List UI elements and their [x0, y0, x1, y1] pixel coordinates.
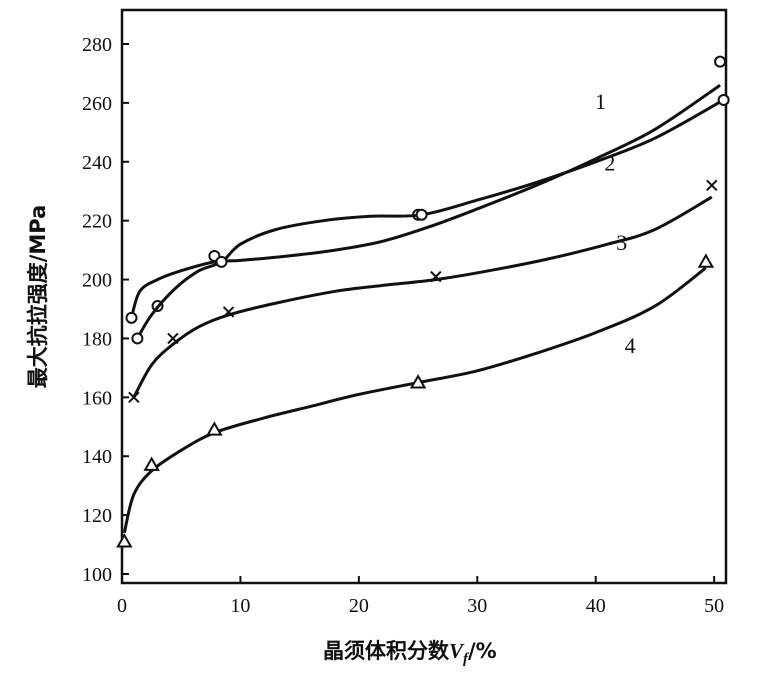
- x-ticks: 0 10 20 30 40 50: [117, 576, 724, 617]
- y-tick-label: 100: [82, 564, 112, 586]
- x-tick-label: 50: [704, 595, 724, 617]
- data-point-x: [222, 306, 235, 318]
- data-point-circle: [131, 332, 144, 345]
- curve-label-3: 3: [616, 230, 627, 255]
- x-tick-label: 20: [349, 595, 369, 617]
- data-point-x: [167, 332, 179, 345]
- series-line: [130, 83, 721, 319]
- data-point-triangle: [116, 533, 133, 548]
- y-tick-label: 260: [82, 93, 112, 115]
- series-line: [122, 266, 707, 534]
- y-tick-label: 140: [82, 446, 112, 468]
- x-axis-title-symbol: V: [449, 639, 465, 663]
- x-axis-title-text: 晶须体积分数: [323, 639, 450, 663]
- data-point-circle: [717, 93, 730, 106]
- series-2: [131, 93, 730, 345]
- y-tick-label: 200: [82, 270, 112, 292]
- data-point-circle: [714, 55, 727, 68]
- data-point-circle: [125, 311, 138, 324]
- y-tick-label: 280: [82, 34, 112, 56]
- curve-label-2: 2: [604, 151, 615, 176]
- y-ticks: 100 120 140 160 180 200 220 240 260 280: [82, 34, 129, 586]
- series-4: [116, 253, 715, 548]
- curve-label-1: 1: [595, 89, 606, 114]
- y-tick-label: 240: [82, 152, 112, 174]
- series-1: [125, 55, 727, 324]
- x-axis-title: 晶须体积分数Vf/%: [323, 639, 497, 667]
- data-point-triangle: [143, 456, 160, 471]
- y-tick-label: 180: [82, 328, 112, 350]
- series-line: [132, 195, 713, 399]
- y-tick-label: 120: [82, 505, 112, 527]
- y-axis-title: 最大抗拉强度/MPa: [26, 205, 50, 389]
- series-3: [128, 179, 718, 404]
- series-line: [136, 98, 725, 340]
- y-tick-label: 160: [82, 387, 112, 409]
- plot-frame: [120, 8, 728, 585]
- curve-labels: 1 2 3 4: [595, 89, 636, 358]
- data-point-circle: [215, 255, 228, 268]
- curve-label-4: 4: [625, 333, 636, 358]
- y-tick-label: 220: [82, 211, 112, 233]
- series-layer: [116, 55, 730, 548]
- data-point-circle: [415, 208, 428, 221]
- data-point-x: [430, 270, 442, 283]
- x-tick-label: 40: [586, 595, 606, 617]
- x-axis-title-subscript: f: [463, 651, 470, 667]
- x-tick-label: 10: [230, 595, 250, 617]
- x-axis-title-suffix: /%: [468, 639, 497, 663]
- x-tick-label: 30: [467, 595, 487, 617]
- data-point-triangle: [206, 421, 223, 436]
- x-tick-label: 0: [117, 595, 127, 617]
- data-point-x: [706, 179, 718, 192]
- data-point-triangle: [697, 253, 715, 268]
- data-point-x: [128, 391, 140, 404]
- data-point-triangle: [409, 374, 427, 389]
